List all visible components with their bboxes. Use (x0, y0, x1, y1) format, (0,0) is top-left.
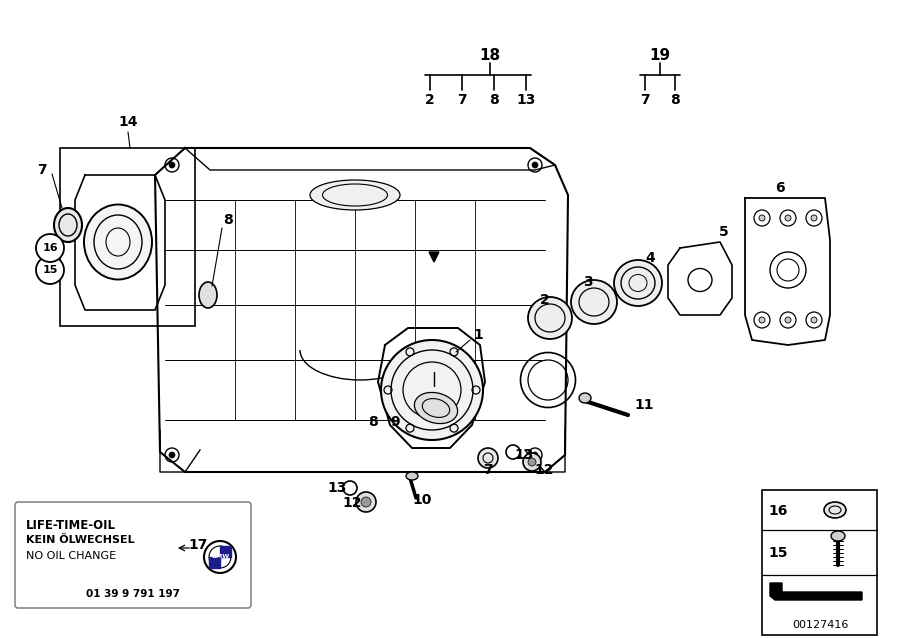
Text: 16: 16 (42, 243, 58, 253)
Text: NO OIL CHANGE: NO OIL CHANGE (26, 551, 116, 561)
Text: 7: 7 (640, 93, 650, 107)
Circle shape (528, 458, 536, 466)
Text: 14: 14 (118, 115, 138, 129)
Text: 10: 10 (412, 493, 432, 507)
Polygon shape (770, 583, 782, 596)
Bar (60, 148, 195, 326)
Circle shape (532, 162, 538, 168)
Bar (762, 490, 877, 635)
Ellipse shape (579, 393, 591, 403)
Text: 1: 1 (473, 328, 483, 342)
Text: LIFE-TIME-OIL: LIFE-TIME-OIL (26, 519, 116, 532)
Text: 6: 6 (775, 181, 785, 195)
Circle shape (785, 317, 791, 323)
Polygon shape (220, 546, 231, 557)
Text: 00127416: 00127416 (792, 620, 848, 630)
Text: 15: 15 (42, 265, 58, 275)
Circle shape (532, 452, 538, 458)
Text: 12: 12 (342, 496, 362, 510)
Text: 2: 2 (425, 93, 435, 107)
Text: 18: 18 (480, 47, 500, 63)
Ellipse shape (406, 472, 418, 480)
Text: 8: 8 (489, 93, 499, 107)
Text: 7: 7 (483, 463, 493, 477)
Circle shape (36, 234, 64, 262)
Ellipse shape (54, 208, 82, 242)
Polygon shape (429, 252, 439, 262)
Text: 13: 13 (517, 93, 535, 107)
Text: 7: 7 (37, 163, 47, 177)
Circle shape (811, 215, 817, 221)
Ellipse shape (614, 260, 662, 306)
Circle shape (523, 453, 541, 471)
Ellipse shape (199, 282, 217, 308)
Text: 5: 5 (719, 225, 729, 239)
Text: 4: 4 (645, 251, 655, 265)
FancyBboxPatch shape (15, 502, 251, 608)
Circle shape (36, 256, 64, 284)
Text: 7: 7 (457, 93, 467, 107)
Text: 8: 8 (223, 213, 233, 227)
Text: KEIN ÖLWECHSEL: KEIN ÖLWECHSEL (26, 535, 135, 545)
Text: 8: 8 (670, 93, 680, 107)
Ellipse shape (310, 180, 400, 210)
Circle shape (478, 448, 498, 468)
Text: 15: 15 (769, 546, 788, 560)
Text: 9: 9 (391, 415, 400, 429)
Text: 3: 3 (583, 275, 593, 289)
Circle shape (356, 492, 376, 512)
Ellipse shape (528, 297, 572, 339)
Text: 16: 16 (769, 504, 788, 518)
Polygon shape (770, 592, 862, 600)
Text: 13: 13 (328, 481, 346, 495)
Circle shape (759, 317, 765, 323)
Ellipse shape (571, 280, 617, 324)
Ellipse shape (414, 392, 457, 424)
Text: 13: 13 (514, 448, 534, 462)
Text: 01 39 9 791 197: 01 39 9 791 197 (86, 589, 180, 599)
Text: 11: 11 (634, 398, 653, 412)
Polygon shape (209, 557, 220, 568)
Circle shape (785, 215, 791, 221)
Circle shape (759, 215, 765, 221)
Circle shape (169, 452, 175, 458)
Ellipse shape (824, 502, 846, 518)
Text: 8: 8 (368, 415, 378, 429)
Ellipse shape (84, 205, 152, 279)
Circle shape (811, 317, 817, 323)
Text: 17: 17 (188, 538, 208, 552)
Circle shape (361, 497, 371, 507)
Text: 2: 2 (540, 293, 550, 307)
Text: BMW: BMW (211, 554, 230, 560)
Ellipse shape (381, 340, 483, 440)
Ellipse shape (831, 531, 845, 541)
Text: 12: 12 (535, 463, 554, 477)
Text: 19: 19 (650, 47, 670, 63)
Circle shape (169, 162, 175, 168)
